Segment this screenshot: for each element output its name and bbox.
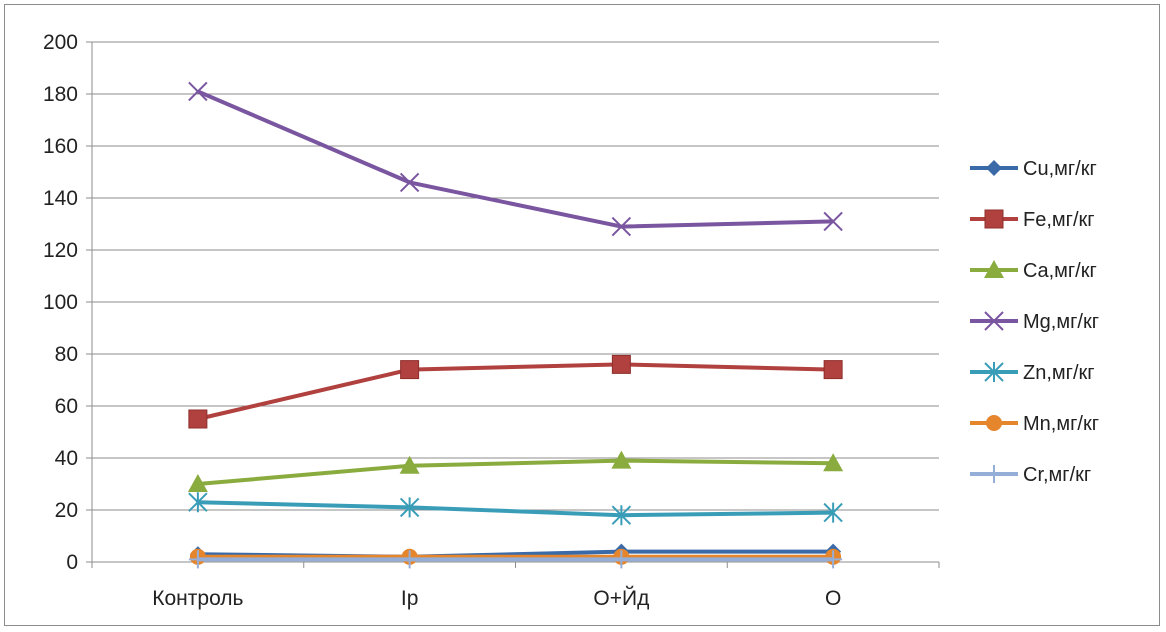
data-point-zn bbox=[399, 497, 420, 518]
data-point-cr bbox=[400, 550, 419, 569]
grid-lines bbox=[92, 41, 939, 511]
legend-label: Mn,мг/кг bbox=[1023, 413, 1099, 435]
legend: Cu,мг/кг Fe,мг/кг Ca,мг/кг Mg,мг/кг Zn,мг/кг… bbox=[970, 158, 1099, 486]
data-point-cr bbox=[824, 550, 843, 569]
y-tick-label: 120 bbox=[43, 239, 78, 262]
series-line-mg bbox=[197, 89, 834, 229]
data-point-ca bbox=[823, 453, 844, 472]
series-mg bbox=[188, 81, 843, 237]
series-fe bbox=[188, 354, 843, 429]
legend-label: Fe,мг/кг bbox=[1023, 209, 1095, 231]
x-axis-ticks: Контроль Ip О+Йд О bbox=[91, 562, 940, 610]
data-point-mg bbox=[399, 172, 420, 193]
y-tick-label: 0 bbox=[66, 551, 78, 574]
series-zn bbox=[188, 492, 843, 526]
y-tick-label: 140 bbox=[43, 187, 78, 210]
series-line-fe bbox=[197, 362, 834, 421]
data-point-mg bbox=[611, 216, 632, 237]
data-point-zn bbox=[188, 492, 208, 513]
data-point-mg bbox=[188, 81, 208, 102]
x-tick-label: О bbox=[825, 587, 841, 610]
y-tick-label: 80 bbox=[55, 343, 78, 366]
series-group bbox=[187, 81, 844, 569]
legend-item-mn: Mn,мг/кг bbox=[970, 413, 1099, 435]
legend-label: Zn,мг/кг bbox=[1023, 362, 1095, 384]
chart-frame: 0 20 40 60 80 100 120 140 160 180 200 Контроль Ip О+… bbox=[4, 4, 1160, 626]
series-cr bbox=[188, 550, 843, 569]
y-tick-label: 100 bbox=[43, 291, 78, 314]
legend-item-mg: Mg,мг/кг bbox=[970, 311, 1099, 333]
data-point-ca bbox=[187, 474, 208, 492]
data-point-ca bbox=[611, 450, 632, 469]
legend-marker bbox=[986, 415, 1002, 431]
x-tick-label: Контроль bbox=[152, 587, 243, 610]
legend-marker bbox=[984, 260, 1004, 278]
legend-label: Cr,мг/кг bbox=[1023, 464, 1091, 486]
series-line-ca bbox=[197, 458, 834, 486]
legend-label: Ca,мг/кг bbox=[1023, 260, 1097, 282]
legend-marker bbox=[984, 209, 1004, 229]
y-tick-label: 160 bbox=[43, 135, 78, 158]
legend-marker bbox=[985, 465, 1003, 483]
x-tick-label: О+Йд bbox=[593, 586, 649, 610]
legend-item-cr: Cr,мг/кг bbox=[970, 464, 1091, 486]
y-tick-label: 200 bbox=[43, 31, 78, 54]
y-tick-label: 180 bbox=[43, 83, 78, 106]
legend-item-zn: Zn,мг/кг bbox=[970, 362, 1095, 384]
line-chart: 0 20 40 60 80 100 120 140 160 180 200 Контроль Ip О+… bbox=[43, 31, 1099, 610]
data-point-fe bbox=[823, 360, 843, 380]
legend-item-ca: Ca,мг/кг bbox=[970, 260, 1097, 282]
data-point-cr bbox=[612, 550, 631, 569]
data-point-mg bbox=[823, 211, 843, 232]
x-tick-label: Ip bbox=[401, 587, 419, 610]
legend-label: Mg,мг/кг bbox=[1023, 311, 1099, 333]
y-tick-label: 60 bbox=[55, 395, 78, 418]
data-point-fe bbox=[188, 409, 208, 429]
legend-marker bbox=[984, 311, 1004, 331]
legend-marker bbox=[986, 160, 1002, 176]
data-point-cr bbox=[188, 550, 207, 569]
legend-marker bbox=[984, 362, 1004, 382]
data-point-fe bbox=[400, 360, 420, 380]
legend-item-fe: Fe,мг/кг bbox=[970, 209, 1095, 231]
y-tick-label: 20 bbox=[55, 499, 78, 522]
legend-item-cu: Cu,мг/кг bbox=[970, 158, 1097, 180]
y-axis-ticks: 0 20 40 60 80 100 120 140 160 180 200 bbox=[43, 31, 92, 574]
data-point-zn bbox=[823, 502, 843, 523]
series-ca bbox=[187, 450, 844, 492]
data-point-ca bbox=[399, 455, 420, 474]
series-line-zn bbox=[197, 500, 834, 518]
y-tick-label: 40 bbox=[55, 447, 78, 470]
legend-label: Cu,мг/кг bbox=[1023, 158, 1097, 180]
data-point-zn bbox=[611, 505, 632, 526]
data-point-fe bbox=[611, 354, 631, 374]
